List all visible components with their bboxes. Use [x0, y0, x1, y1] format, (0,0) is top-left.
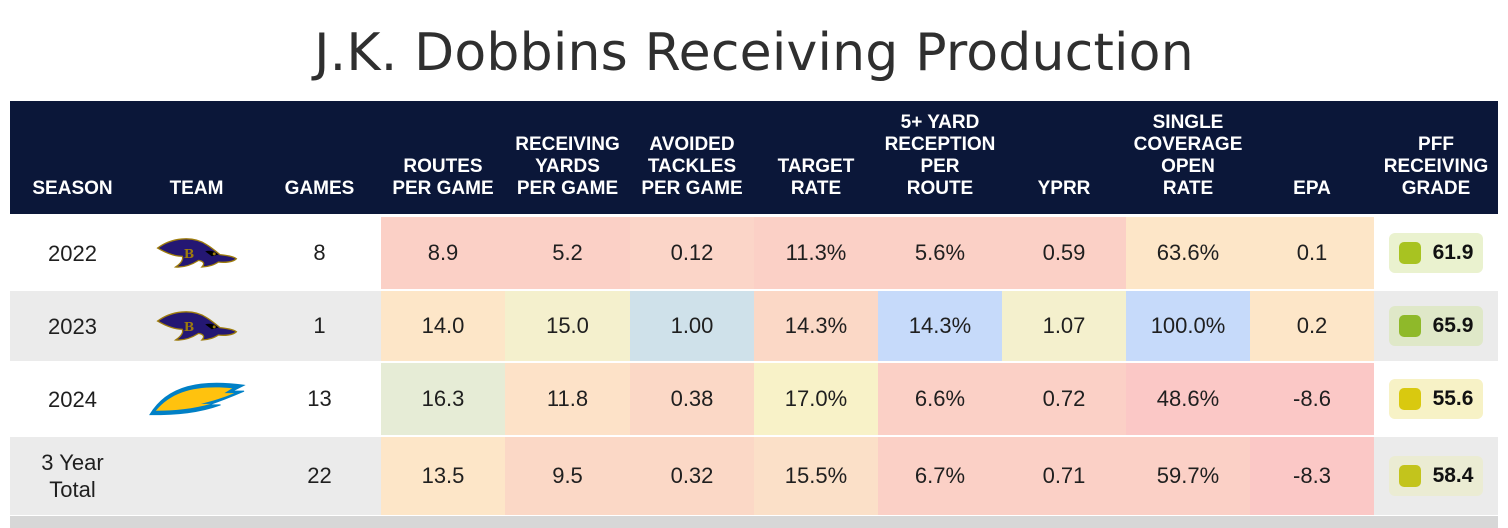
team-cell	[135, 437, 258, 515]
season-cell: 2023	[48, 313, 97, 339]
yprr-cell: 0.71	[1002, 437, 1126, 515]
single-cov-open-rate-cell: 100.0%	[1126, 291, 1250, 361]
routes-per-game-cell: 16.3	[381, 363, 505, 435]
grade-color-swatch	[1398, 388, 1421, 410]
ravens-logo-icon	[156, 235, 238, 271]
epa-cell: -8.6	[1250, 363, 1374, 435]
team-cell	[135, 217, 258, 289]
pff-grade-cell: 65.9	[1374, 291, 1498, 361]
team-cell	[135, 291, 258, 361]
five-plus-yard-rec-per-route-cell: 14.3%	[878, 291, 1002, 361]
page-title: J.K. Dobbins Receiving Production	[314, 23, 1194, 83]
pff-grade-cell: 55.6	[1374, 363, 1498, 435]
games-cell: 13	[307, 386, 332, 411]
header-rec-yards-per-game[interactable]: RECEIVING YARDS PER GAME	[515, 134, 620, 199]
table-row: 3 Year Total 22 13.5 9.5 0.32 15.5% 6.7% 0.71 59…	[10, 437, 1498, 517]
avoided-tackles-per-game-cell: 0.32	[630, 437, 754, 515]
pff-grade-cell: 58.4	[1374, 437, 1498, 515]
target-rate-cell: 11.3%	[754, 217, 878, 289]
table-row: 2022 8 8.9 5.2 0.12 11.3% 5.6% 0.59 63.6% 0.1 61.9	[10, 217, 1498, 291]
grade-value: 65.9	[1432, 314, 1474, 337]
grade-value: 58.4	[1432, 464, 1474, 487]
header-target-rate[interactable]: TARGET RATE	[777, 156, 855, 199]
yprr-cell: 1.07	[1002, 291, 1126, 361]
games-cell: 8	[313, 240, 326, 265]
epa-cell: 0.1	[1250, 217, 1374, 289]
season-cell: 3 Year Total	[41, 450, 104, 502]
grade-color-swatch	[1398, 242, 1421, 264]
header-five-plus-yard-rec-per-route[interactable]: 5+ YARD RECEPTION PER ROUTE	[884, 112, 996, 199]
header-season[interactable]: SEASON	[32, 178, 113, 199]
avoided-tackles-per-game-cell: 0.38	[630, 363, 754, 435]
single-cov-open-rate-cell: 63.6%	[1126, 217, 1250, 289]
chargers-logo-icon	[148, 378, 246, 420]
ravens-logo-icon	[156, 308, 238, 344]
routes-per-game-cell: 14.0	[381, 291, 505, 361]
season-cell: 2022	[48, 240, 97, 266]
header-routes-per-game[interactable]: ROUTES PER GAME	[392, 156, 494, 199]
single-cov-open-rate-cell: 59.7%	[1126, 437, 1250, 515]
header-yprr[interactable]: YPRR	[1037, 178, 1091, 199]
header-pff-grade[interactable]: PFF RECEIVING GRADE	[1383, 134, 1489, 199]
table-row: 2024 13 16.3 11.8 0.38 17.0% 6.6% 0.72 48.6% -8.6…	[10, 363, 1498, 437]
routes-per-game-cell: 13.5	[381, 437, 505, 515]
target-rate-cell: 17.0%	[754, 363, 878, 435]
grade-badge: 61.9	[1388, 233, 1484, 273]
target-rate-cell: 15.5%	[754, 437, 878, 515]
row-divider	[10, 289, 1498, 291]
header-games[interactable]: GAMES	[284, 178, 355, 199]
yprr-cell: 0.72	[1002, 363, 1126, 435]
header-epa[interactable]: EPA	[1293, 178, 1331, 199]
stats-table: SEASON TEAM GAMES ROUTES PER GAME RECEIVING …	[10, 101, 1498, 528]
routes-per-game-cell: 8.9	[381, 217, 505, 289]
row-divider	[10, 435, 1498, 437]
header-team[interactable]: TEAM	[169, 178, 224, 199]
avoided-tackles-per-game-cell: 0.12	[630, 217, 754, 289]
header-avoided-tackles-per-game[interactable]: AVOIDED TACKLES PER GAME	[641, 134, 743, 199]
five-plus-yard-rec-per-route-cell: 6.7%	[878, 437, 1002, 515]
five-plus-yard-rec-per-route-cell: 5.6%	[878, 217, 1002, 289]
avoided-tackles-per-game-cell: 1.00	[630, 291, 754, 361]
games-cell: 1	[313, 313, 326, 338]
grade-color-swatch	[1398, 465, 1421, 487]
single-cov-open-rate-cell: 48.6%	[1126, 363, 1250, 435]
rec-yards-per-game-cell: 11.8	[505, 363, 630, 435]
epa-cell: -8.3	[1250, 437, 1374, 515]
games-cell: 22	[307, 463, 332, 488]
pff-grade-cell: 61.9	[1374, 217, 1498, 289]
header-single-cov-open-rate[interactable]: SINGLE COVERAGE OPEN RATE	[1133, 112, 1243, 199]
grade-badge: 55.6	[1388, 379, 1484, 419]
epa-cell: 0.2	[1250, 291, 1374, 361]
row-divider	[10, 361, 1498, 363]
grade-value: 61.9	[1432, 241, 1474, 264]
table-footer-bar	[10, 516, 1498, 528]
five-plus-yard-rec-per-route-cell: 6.6%	[878, 363, 1002, 435]
table-row: 2023 1 14.0 15.0 1.00 14.3% 14.3% 1.07 100.0% 0.2…	[10, 291, 1498, 363]
grade-color-swatch	[1398, 315, 1421, 337]
grade-value: 55.6	[1432, 387, 1474, 410]
grade-badge: 65.9	[1388, 306, 1484, 346]
yprr-cell: 0.59	[1002, 217, 1126, 289]
grade-badge: 58.4	[1388, 456, 1484, 496]
rec-yards-per-game-cell: 9.5	[505, 437, 630, 515]
rec-yards-per-game-cell: 15.0	[505, 291, 630, 361]
team-cell	[135, 363, 258, 435]
season-cell: 2024	[48, 386, 97, 412]
target-rate-cell: 14.3%	[754, 291, 878, 361]
rec-yards-per-game-cell: 5.2	[505, 217, 630, 289]
table-header: SEASON TEAM GAMES ROUTES PER GAME RECEIVING …	[10, 101, 1498, 214]
